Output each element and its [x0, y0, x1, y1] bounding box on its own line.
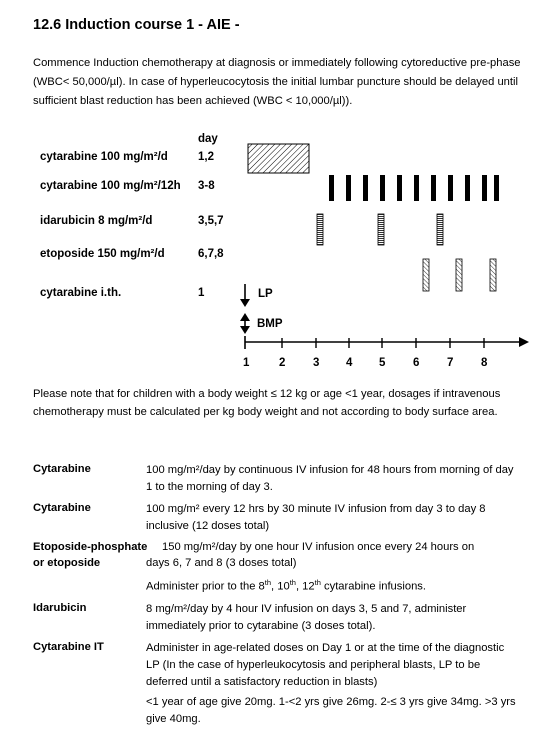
- schedule-days-cytarabine-ith: 1: [198, 287, 205, 299]
- schedule-days-etoposide: 6,7,8: [198, 248, 224, 260]
- schedule-days-idarubicin: 3,5,7: [198, 215, 224, 227]
- bars-etoposide: [422, 258, 497, 292]
- axis-tick-2: 2: [279, 357, 286, 369]
- day-axis: [244, 336, 529, 349]
- drug-name-etoposide-line1: Etoposide-phosphate: [33, 541, 148, 553]
- drug-desc-cytarabine-12h: 100 mg/m² every 12 hrs by 30 minute IV i…: [146, 503, 486, 532]
- drug-doses-cytarabine-it: <1 year of age give 20mg. 1-<2 yrs give …: [146, 696, 516, 725]
- schedule-drug-cytarabine-ith: cytarabine i.th.: [40, 287, 122, 299]
- page-title: 12.6 Induction course 1 - AIE -: [33, 17, 240, 33]
- drug-desc-idarubicin: 8 mg/m²/day by 4 hour IV infusion on day…: [146, 603, 467, 632]
- dosage-note: Please note that for children with a bod…: [33, 388, 501, 418]
- block-cytarabine-continuous: [247, 143, 310, 174]
- lp-label: LP: [258, 288, 273, 300]
- bmp-arrow-icon: [240, 313, 250, 334]
- schedule-drug-cytarabine-12h: cytarabine 100 mg/m²/12h: [40, 180, 181, 192]
- axis-tick-3: 3: [313, 357, 320, 369]
- drug-name-idarubicin: Idarubicin: [33, 602, 87, 614]
- schedule-days-cytarabine-continuous: 1,2: [198, 151, 214, 163]
- axis-tick-6: 6: [413, 357, 420, 369]
- drug-desc-etoposide-line2: days 6, 7 and 8 (3 doses total): [146, 557, 297, 569]
- lp-arrow-icon: [240, 284, 250, 307]
- schedule-days-cytarabine-12h: 3-8: [198, 180, 215, 192]
- day-column-header: day: [198, 133, 218, 145]
- bars-idarubicin: [316, 213, 444, 246]
- axis-tick-8: 8: [481, 357, 488, 369]
- schedule-drug-idarubicin: idarubicin 8 mg/m²/d: [40, 215, 153, 227]
- drug-name-cytarabine-12h: Cytarabine: [33, 502, 91, 514]
- intro-paragraph: Commence Induction chemotherapy at diagn…: [33, 57, 521, 107]
- drug-desc-cytarabine-continuous: 100 mg/m²/day by continuous IV infusion …: [146, 464, 514, 493]
- schedule-drug-etoposide: etoposide 150 mg/m²/d: [40, 248, 165, 260]
- drug-name-cytarabine-continuous: Cytarabine: [33, 463, 91, 475]
- drug-admin-etoposide: Administer prior to the 8th, 10th, 12th …: [146, 578, 427, 593]
- drug-name-cytarabine-it: Cytarabine IT: [33, 641, 104, 653]
- axis-tick-5: 5: [379, 357, 386, 369]
- bars-cytarabine-12h: [329, 175, 499, 201]
- drug-desc-etoposide-line1: 150 mg/m²/day by one hour IV infusion on…: [162, 541, 475, 553]
- axis-tick-4: 4: [346, 357, 353, 369]
- drug-desc-cytarabine-it: Administer in age-related doses on Day 1…: [146, 642, 505, 688]
- drug-name-etoposide-line2: or etoposide: [33, 557, 101, 569]
- axis-tick-7: 7: [447, 357, 454, 369]
- axis-tick-1: 1: [243, 357, 250, 369]
- schedule-drug-cytarabine-continuous: cytarabine 100 mg/m²/d: [40, 151, 168, 163]
- bmp-label: BMP: [257, 318, 283, 330]
